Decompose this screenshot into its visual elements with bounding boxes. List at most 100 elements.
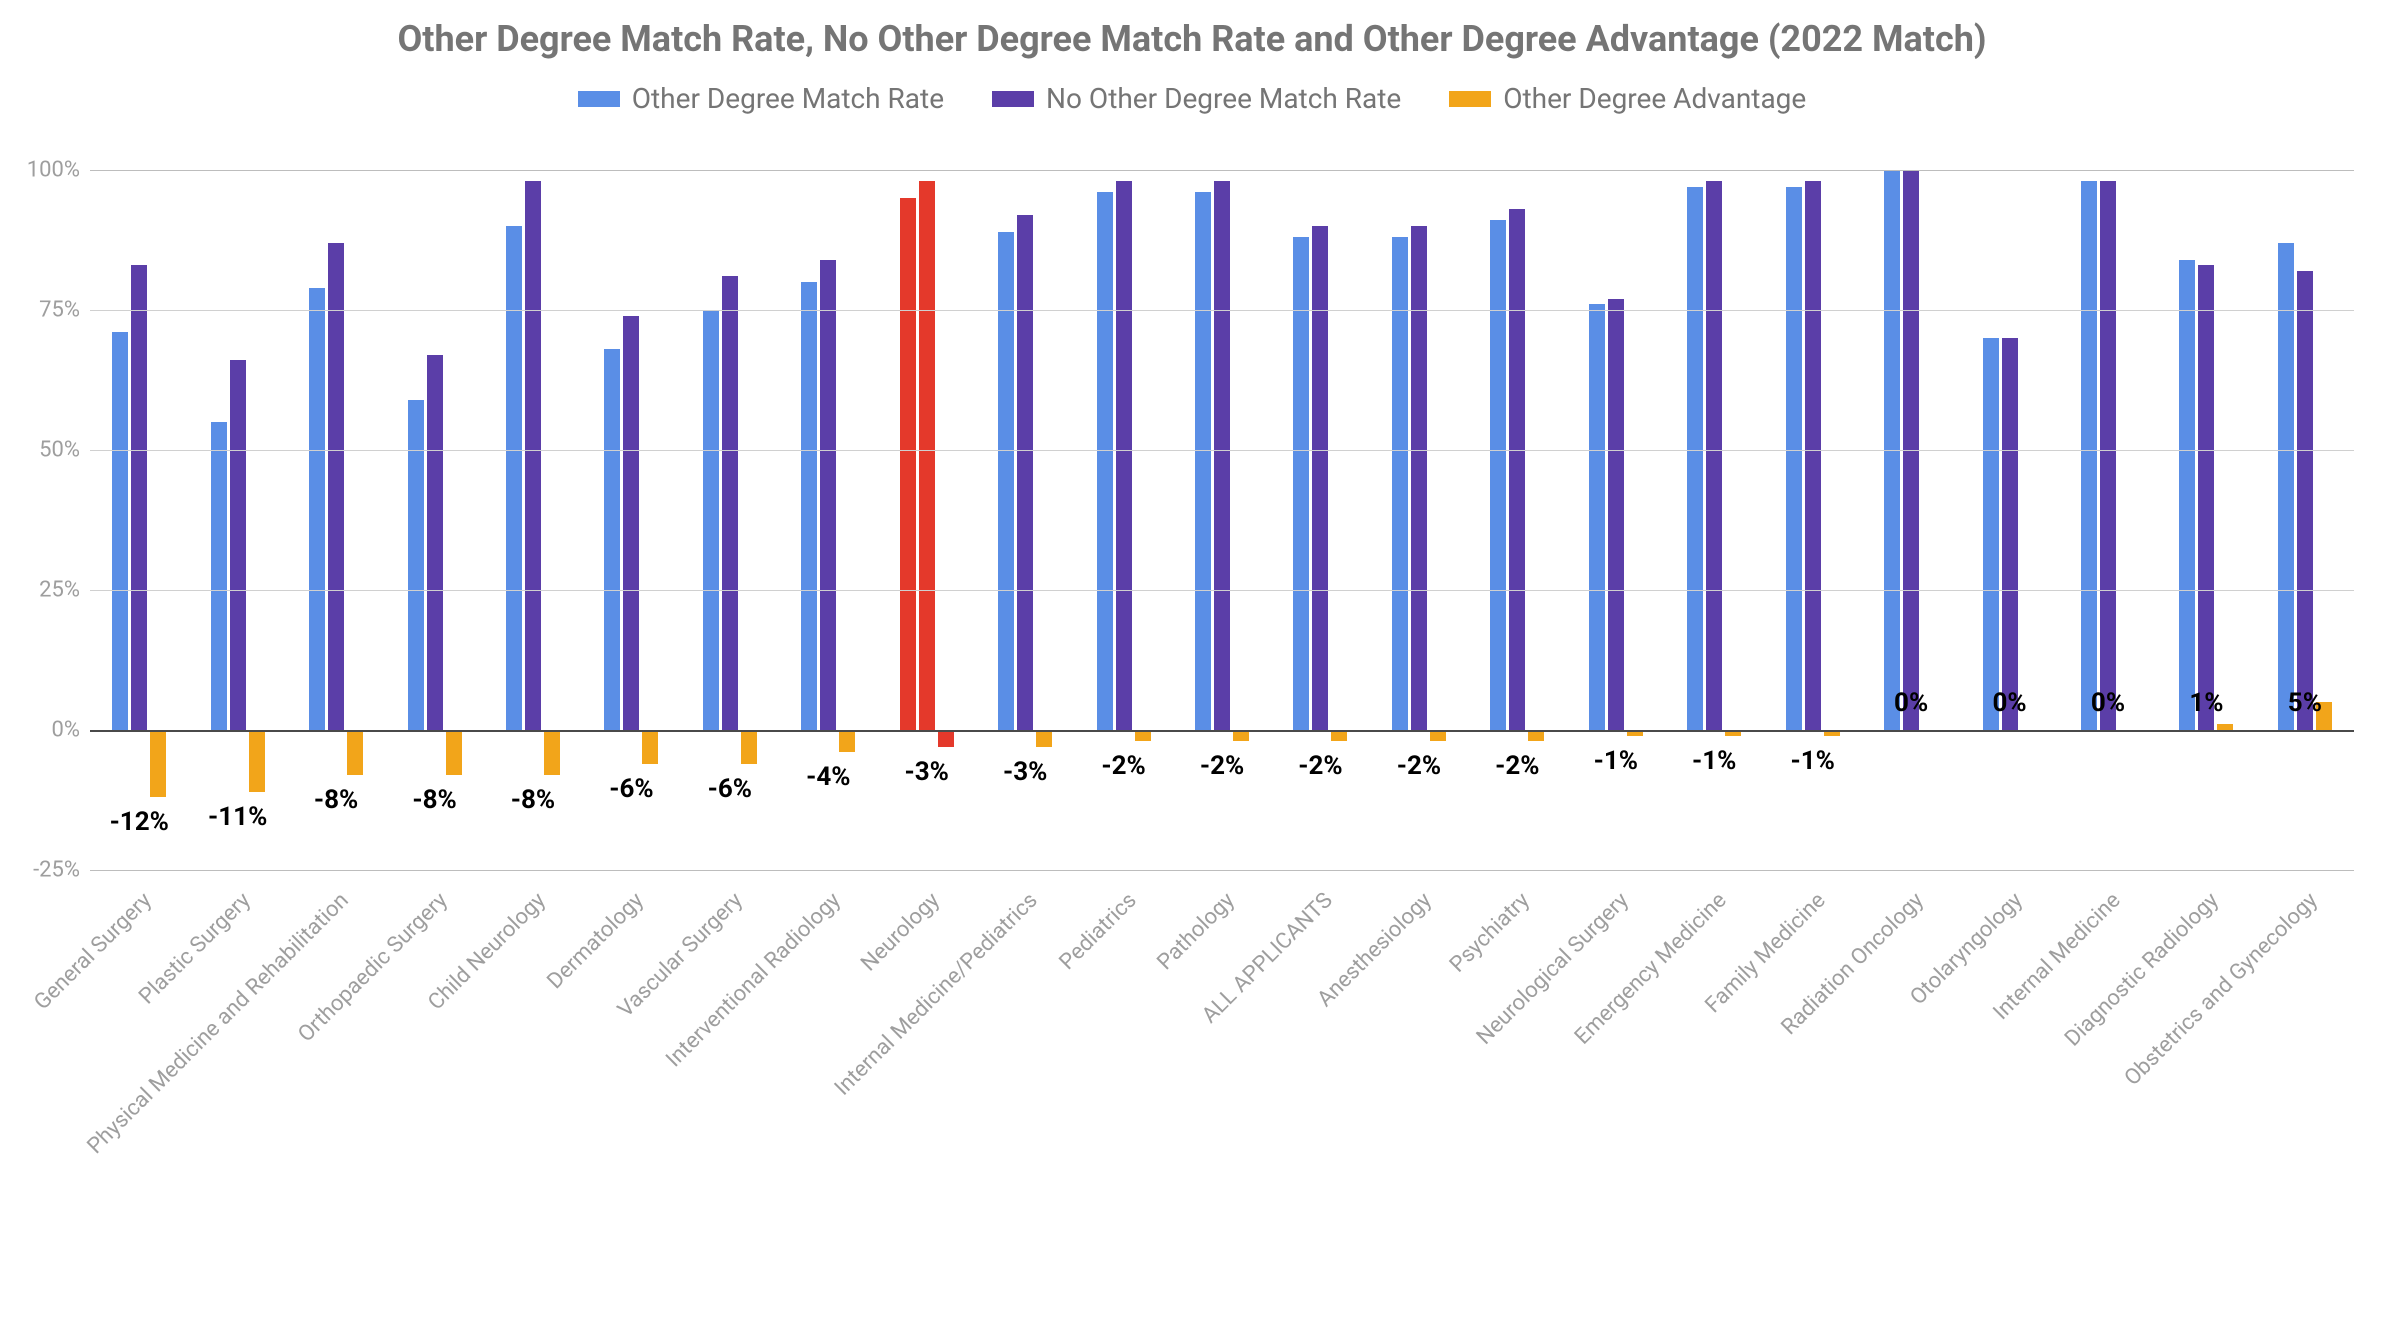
x-label-slot: Neurological Surgery [1567,880,1665,1280]
bar-no-other [1411,226,1427,730]
x-label-slot: Radiation Oncology [1862,880,1960,1280]
bar-no-other [525,181,541,730]
legend-swatch-1 [992,91,1034,107]
category-slot: -3% [878,170,976,870]
advantage-label: -11% [208,802,267,832]
bar-other [1392,237,1408,730]
bar-other [1589,304,1605,730]
bar-other [604,349,620,730]
plot-area: -12%-11%-8%-8%-8%-6%-6%-4%-3%-3%-2%-2%-2… [90,170,2354,870]
x-label-slot: Physical Medicine and Rehabilitation [287,880,385,1280]
x-label-slot: Otolaryngology [1960,880,2058,1280]
y-tick-label: 25% [39,578,80,603]
category-slot: -2% [1173,170,1271,870]
x-label-slot: Internal Medicine/Pediatrics [976,880,1074,1280]
x-label-slot: Vascular Surgery [681,880,779,1280]
bar-no-other [230,360,246,730]
category-slot: 0% [1960,170,2058,870]
bar-no-other [1017,215,1033,730]
bar-advantage [544,730,560,775]
x-label-slot: Obstetrics and Gynecology [2256,880,2354,1280]
chart-title: Other Degree Match Rate, No Other Degree… [0,0,2384,60]
x-label-slot: Diagnostic Radiology [2157,880,2255,1280]
category-slot: -12% [90,170,188,870]
x-label-slot: ALL APPLICANTS [1271,880,1369,1280]
category-slot: -1% [1763,170,1861,870]
bar-other [801,282,817,730]
bar-advantage [642,730,658,764]
x-label-slot: Pathology [1173,880,1271,1280]
bar-no-other [1312,226,1328,730]
legend-swatch-2 [1449,91,1491,107]
bar-other [211,422,227,730]
legend-label-1: No Other Degree Match Rate [1046,82,1401,115]
chart-legend: Other Degree Match Rate No Other Degree … [0,82,2384,115]
advantage-label: 0% [1894,688,1928,718]
category-slot: -8% [484,170,582,870]
advantage-label: -3% [905,757,949,787]
category-slot: -4% [779,170,877,870]
advantage-label: -12% [110,807,169,837]
advantage-label: 5% [2288,688,2322,718]
x-label-slot: Neurology [878,880,976,1280]
legend-label-0: Other Degree Match Rate [632,82,944,115]
y-tick-label: 50% [39,438,80,463]
bar-advantage [347,730,363,775]
y-tick-label: 75% [39,298,80,323]
bar-advantage [446,730,462,775]
bar-no-other [2297,271,2313,730]
legend-item-1: No Other Degree Match Rate [992,82,1401,115]
bar-advantage [741,730,757,764]
x-label-slot: Anesthesiology [1370,880,1468,1280]
category-slot: -2% [1074,170,1172,870]
gridline [90,450,2354,451]
bar-no-other [1805,181,1821,730]
category-slot: 0% [1862,170,1960,870]
y-tick-label: 100% [27,158,80,183]
advantage-label: -2% [1101,751,1145,781]
gridline [90,870,2354,871]
advantage-label: -6% [609,774,653,804]
legend-item-2: Other Degree Advantage [1449,82,1806,115]
advantage-label: -2% [1200,751,1244,781]
x-label-slot: Pediatrics [1074,880,1172,1280]
bar-advantage [938,730,954,747]
bar-no-other [820,260,836,730]
advantage-label: -8% [511,785,555,815]
advantage-label: -4% [806,762,850,792]
bar-no-other [919,181,935,730]
bar-no-other [1116,181,1132,730]
bar-no-other [2002,338,2018,730]
bar-other [1786,187,1802,730]
advantage-label: -1% [1692,746,1736,776]
category-slot: -1% [1567,170,1665,870]
y-tick-label: 0% [52,718,80,743]
bar-other [2278,243,2294,730]
bars-row: -12%-11%-8%-8%-8%-6%-6%-4%-3%-3%-2%-2%-2… [90,170,2354,870]
category-slot: -2% [1370,170,1468,870]
bar-no-other [2100,181,2116,730]
advantage-label: -2% [1495,751,1539,781]
bar-other [1490,220,1506,730]
category-slot: -3% [976,170,1074,870]
bar-advantage [150,730,166,797]
bar-no-other [1706,181,1722,730]
bar-other [2081,181,2097,730]
advantage-label: 0% [2091,688,2125,718]
advantage-label: 0% [1992,688,2026,718]
x-label-slot: Family Medicine [1763,880,1861,1280]
legend-swatch-0 [578,91,620,107]
bar-no-other [427,355,443,730]
x-label-slot: Plastic Surgery [188,880,286,1280]
y-tick-label: -25% [33,858,80,883]
bar-no-other [1608,299,1624,730]
category-slot: -6% [582,170,680,870]
advantage-label: -6% [708,774,752,804]
legend-label-2: Other Degree Advantage [1503,82,1806,115]
advantage-label: -8% [412,785,456,815]
x-label-slot: Emergency Medicine [1665,880,1763,1280]
bar-other [998,232,1014,730]
category-slot: -1% [1665,170,1763,870]
bar-no-other [1214,181,1230,730]
bar-other [1687,187,1703,730]
